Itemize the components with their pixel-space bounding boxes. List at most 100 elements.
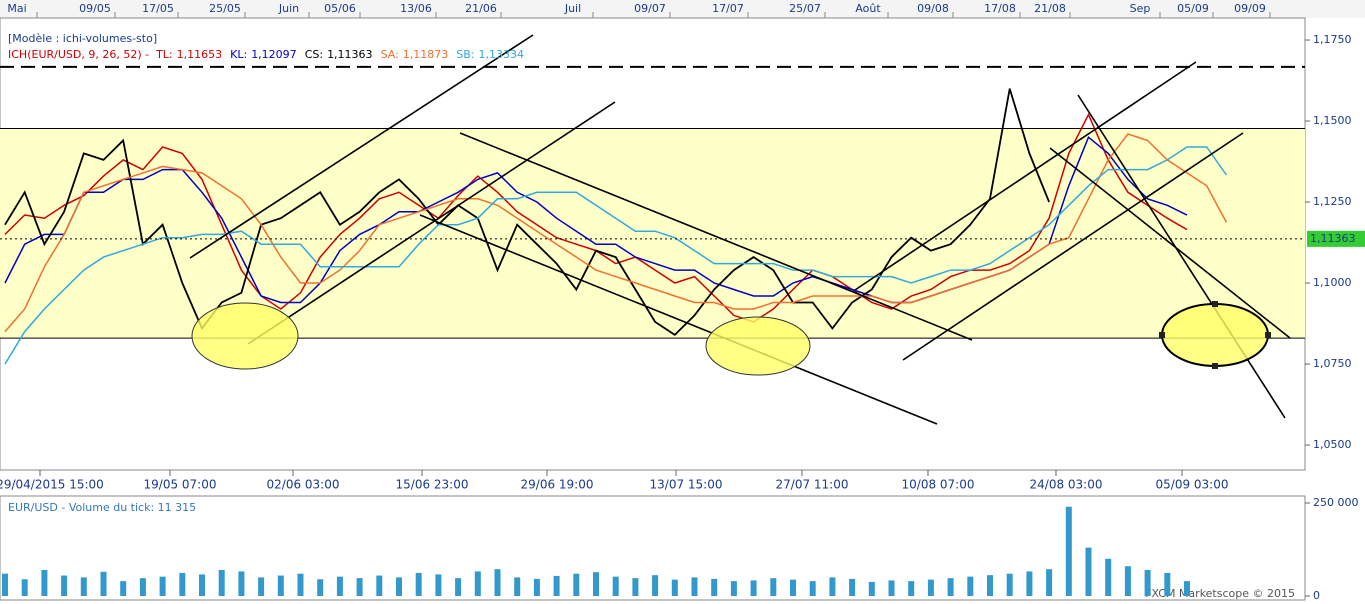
volume-bar bbox=[356, 578, 363, 596]
volume-bar bbox=[1124, 566, 1131, 596]
drawings bbox=[189, 34, 1291, 425]
x-top-label: 25/07 bbox=[789, 2, 821, 15]
volume-bar bbox=[1026, 571, 1033, 596]
volume-bar bbox=[277, 575, 284, 596]
x-top-label: 05/06 bbox=[324, 2, 356, 15]
legend-value: 1,12097 bbox=[251, 48, 297, 61]
volume-bar bbox=[514, 577, 521, 596]
volume-bar bbox=[868, 581, 875, 596]
x-top-label: 25/05 bbox=[209, 2, 241, 15]
volume-bar bbox=[849, 578, 856, 596]
x-top-label: 09/07 bbox=[634, 2, 666, 15]
volume-bar bbox=[376, 575, 383, 596]
volume-bar bbox=[809, 581, 816, 596]
volume-bar bbox=[2, 573, 8, 596]
trend-line bbox=[1049, 147, 1291, 339]
subtitle: [Modèle : ichi-volumes-sto] bbox=[8, 32, 157, 45]
handle bbox=[1265, 332, 1271, 338]
x-top-label: 17/07 bbox=[712, 2, 744, 15]
x-label: 05/09 03:00 bbox=[1156, 478, 1229, 492]
volume-bar bbox=[1046, 569, 1053, 596]
x-label: 15/06 23:00 bbox=[396, 478, 469, 492]
volume-bar bbox=[553, 575, 560, 596]
x-top-label: 09/09 bbox=[1234, 2, 1266, 15]
y-tick-label: 1,1750 bbox=[1313, 33, 1352, 46]
volume-bar bbox=[711, 578, 718, 596]
y-tick-label: 1,1250 bbox=[1313, 195, 1352, 208]
legend-name: KL: bbox=[230, 48, 247, 61]
volume-bar bbox=[1164, 572, 1171, 596]
trend-line bbox=[419, 214, 938, 425]
x-top-label: 21/06 bbox=[465, 2, 497, 15]
volume-bar bbox=[1105, 558, 1112, 596]
volume-bar bbox=[770, 578, 777, 596]
volume-bar bbox=[494, 569, 501, 596]
handle bbox=[1212, 363, 1218, 369]
x-top-label: 05/09 bbox=[1177, 2, 1209, 15]
volume-bar bbox=[474, 571, 481, 596]
legend-value: 1,11653 bbox=[177, 48, 223, 61]
trend-line bbox=[854, 61, 1197, 291]
footer: FXCM Marketscope © 2015 bbox=[1145, 587, 1295, 600]
ellipse bbox=[705, 316, 811, 376]
x-top-label: 13/06 bbox=[400, 2, 432, 15]
volume-bar bbox=[947, 578, 954, 596]
x-label: 19/05 07:00 bbox=[144, 478, 217, 492]
series-line bbox=[4, 133, 1228, 333]
y-tick-label: 1,1000 bbox=[1313, 276, 1352, 289]
volume-bar bbox=[671, 579, 678, 596]
series-line bbox=[4, 88, 1050, 337]
volume-bar bbox=[1184, 581, 1190, 596]
last-label: 1,11363 bbox=[1310, 232, 1356, 245]
band bbox=[0, 128, 1305, 339]
volume-bar bbox=[888, 580, 895, 596]
volume-bar bbox=[1006, 573, 1013, 596]
volume-bar bbox=[415, 572, 422, 596]
volume-bar bbox=[120, 581, 127, 596]
volume-bar bbox=[455, 578, 462, 596]
volume-bar bbox=[336, 576, 343, 596]
volume-bar bbox=[652, 575, 659, 596]
volume-bar bbox=[159, 576, 166, 596]
x-top-label: Août bbox=[855, 2, 881, 15]
legend-value: 1,11363 bbox=[327, 48, 373, 61]
y-tick-label: 1,0500 bbox=[1313, 438, 1352, 451]
x-top-label: 17/08 bbox=[984, 2, 1016, 15]
x-top-label: 21/08 bbox=[1034, 2, 1066, 15]
trend-line bbox=[459, 132, 973, 341]
x-top-label: Juin bbox=[278, 2, 299, 15]
x-label: 29/04/2015 15:00 bbox=[0, 478, 104, 492]
x-top-label: 09/08 bbox=[917, 2, 949, 15]
volume-bar bbox=[927, 579, 934, 596]
series-line bbox=[4, 146, 1228, 365]
last-box bbox=[1307, 230, 1365, 247]
volume-bar bbox=[908, 581, 915, 596]
y2-tick-label: 0 bbox=[1313, 589, 1320, 602]
handle bbox=[1159, 332, 1165, 338]
volume-bar bbox=[1085, 547, 1092, 596]
trend-line bbox=[189, 34, 534, 259]
volume-bar bbox=[967, 576, 974, 596]
trend-line bbox=[1077, 94, 1286, 419]
x-top-label: Sep bbox=[1130, 2, 1151, 15]
x-top-label: 09/05 bbox=[79, 2, 111, 15]
volume-bar bbox=[573, 573, 580, 596]
volume-bar bbox=[21, 579, 28, 596]
volume-title: EUR/USD - Volume du tick: 11 315 bbox=[8, 501, 196, 514]
x-label: 10/08 07:00 bbox=[902, 478, 975, 492]
legend-value: 1,11873 bbox=[403, 48, 449, 61]
volume-bar bbox=[790, 579, 796, 596]
x-label: 27/07 11:00 bbox=[776, 478, 849, 492]
volume-bar bbox=[1065, 506, 1072, 596]
y-tick-label: 1,0750 bbox=[1313, 357, 1352, 370]
x-top-label: Juil bbox=[564, 2, 581, 15]
volume-bar bbox=[750, 580, 757, 596]
trend-line bbox=[247, 101, 616, 345]
volume-bar bbox=[179, 572, 186, 596]
volume-bar bbox=[61, 575, 68, 596]
volume-bar bbox=[80, 577, 87, 596]
legend: ICH(EUR/USD, 9, 26, 52) - TL: 1,11653 KL: 1,… bbox=[8, 48, 524, 61]
y2-tick-label: 250 000 bbox=[1313, 496, 1359, 509]
x-top-label: 17/05 bbox=[142, 2, 174, 15]
